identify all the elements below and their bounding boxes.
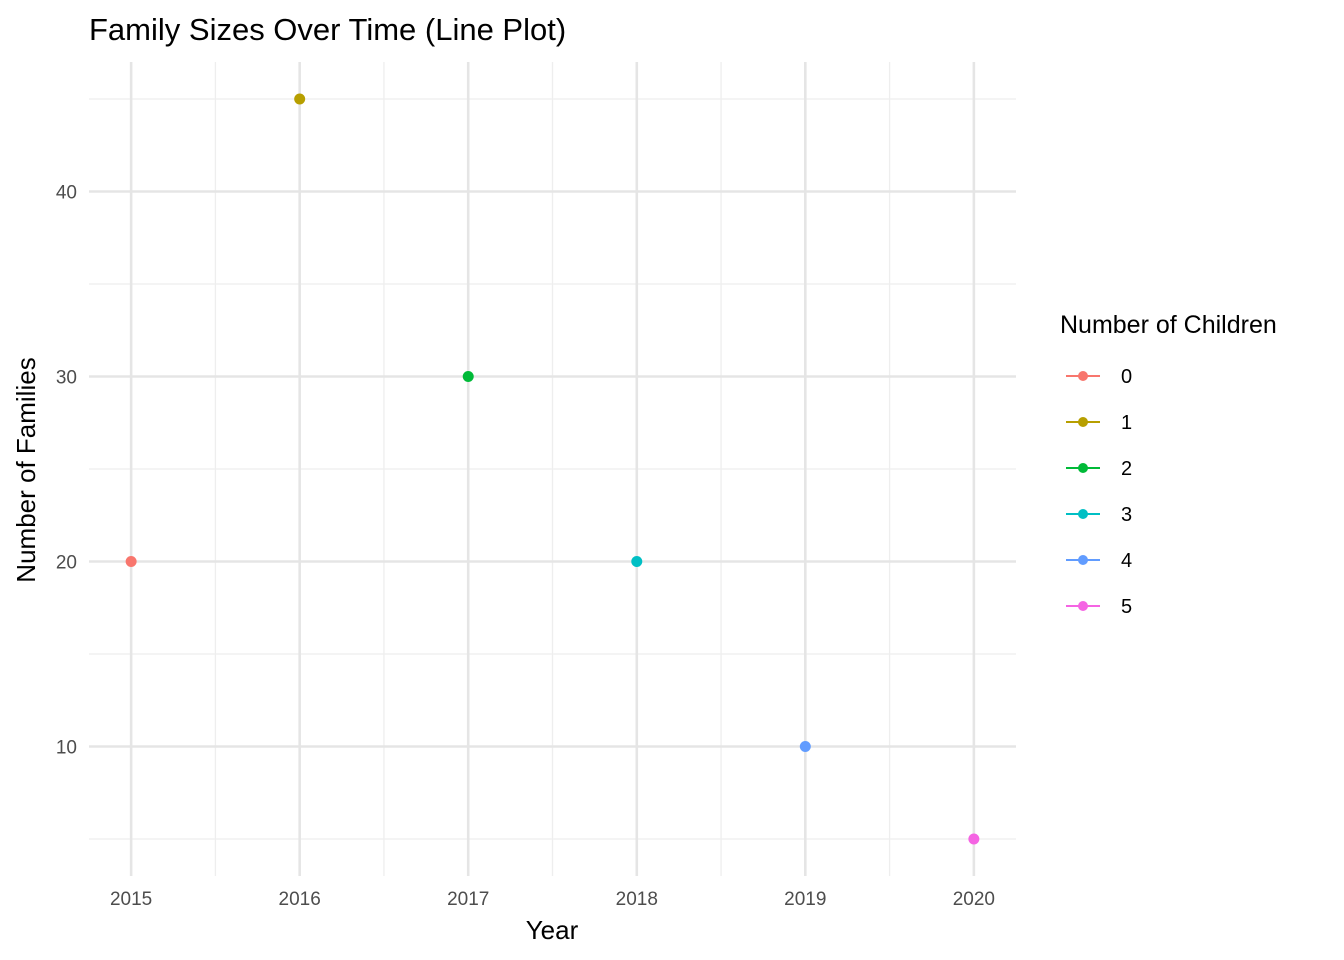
y-tick-label: 10 [56,738,77,759]
x-tick-label: 2017 [447,889,489,910]
grid [89,62,1016,876]
legend-item: 5 [1066,596,1132,618]
legend-key-point [1078,509,1088,519]
x-axis-title: Year [526,915,579,945]
legend-label: 2 [1121,458,1132,480]
legend-item: 4 [1066,550,1132,572]
legend-key-point [1078,371,1088,381]
legend-key-point [1078,417,1088,427]
data-points [125,93,980,845]
legend-key-point [1078,555,1088,565]
legend-label: 4 [1121,550,1132,572]
x-tick-label: 2019 [784,889,826,910]
x-axis-tick-labels: 2015 2016 2017 2018 2019 2020 [110,889,995,910]
legend-label: 5 [1121,596,1132,618]
legend-title: Number of Children [1060,311,1277,339]
data-point [125,556,137,567]
y-tick-label: 40 [56,183,77,204]
legend: 0 1 2 3 4 5 [1066,366,1132,618]
legend-key-point [1078,601,1088,611]
legend-item: 2 [1066,458,1132,480]
legend-item: 3 [1066,504,1132,526]
x-tick-label: 2018 [616,889,658,910]
x-tick-label: 2015 [110,889,152,910]
legend-item: 0 [1066,366,1132,388]
x-tick-label: 2020 [953,889,995,910]
data-point [294,93,306,105]
legend-item: 1 [1066,412,1132,434]
y-tick-label: 30 [56,368,77,389]
legend-key-point [1078,463,1088,473]
x-tick-label: 2016 [279,889,321,910]
legend-label: 1 [1121,412,1132,434]
data-point [799,741,811,752]
chart-title: Family Sizes Over Time (Line Plot) [89,12,566,47]
y-axis-title: Number of Families [11,357,41,582]
y-axis-tick-labels: 10 20 30 40 [56,183,77,759]
y-tick-label: 20 [56,553,77,574]
legend-label: 0 [1121,366,1132,388]
legend-label: 3 [1121,504,1132,526]
data-point [462,371,474,382]
data-point [631,556,643,567]
data-point [968,833,980,845]
